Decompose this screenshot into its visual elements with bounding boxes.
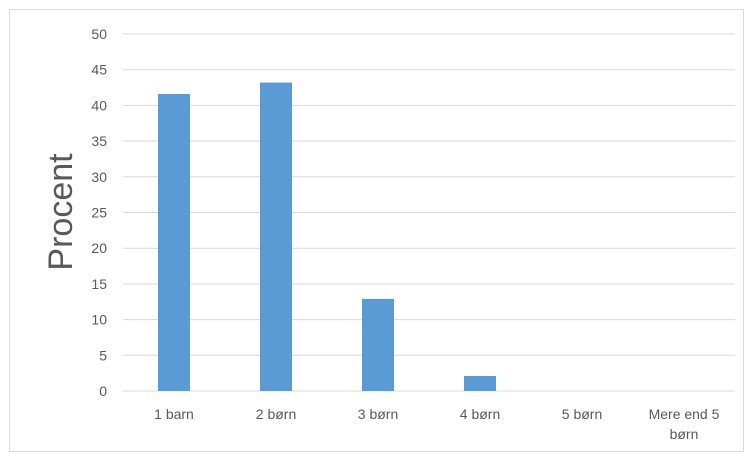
y-tick-labels: 0 5 10 15 20 25 30 35 40 45 50 (91, 26, 107, 399)
bar-3 (362, 298, 394, 391)
y-tick-label-15: 15 (91, 276, 107, 292)
bars (158, 82, 496, 391)
y-tick-label-20: 20 (91, 240, 107, 256)
x-tick-label-6: Mere end 5 børn (649, 406, 720, 442)
x-tick-label-4: 4 børn (460, 406, 500, 422)
y-axis-title: Procent (42, 153, 80, 271)
y-tick-label-50: 50 (91, 26, 107, 42)
y-tick-label-0: 0 (99, 383, 107, 399)
x-tick-label-3: 3 børn (358, 406, 398, 422)
x-tick-label-5: 5 børn (562, 406, 602, 422)
y-tick-label-30: 30 (91, 169, 107, 185)
x-tick-labels: 1 barn 2 børn 3 børn 4 børn 5 børn Mere end 5… (154, 406, 719, 442)
bar-1 (158, 93, 190, 391)
y-tick-label-45: 45 (91, 62, 107, 78)
y-tick-label-5: 5 (99, 347, 107, 363)
bar-4 (464, 376, 496, 391)
x-tick-label-1: 1 barn (154, 406, 194, 422)
bar-2 (260, 82, 292, 391)
y-tick-label-25: 25 (91, 205, 107, 221)
y-tick-label-10: 10 (91, 312, 107, 328)
x-tick-label-2: 2 børn (256, 406, 296, 422)
gridlines (123, 33, 735, 392)
y-tick-label-35: 35 (91, 133, 107, 149)
y-tick-label-40: 40 (91, 97, 107, 113)
